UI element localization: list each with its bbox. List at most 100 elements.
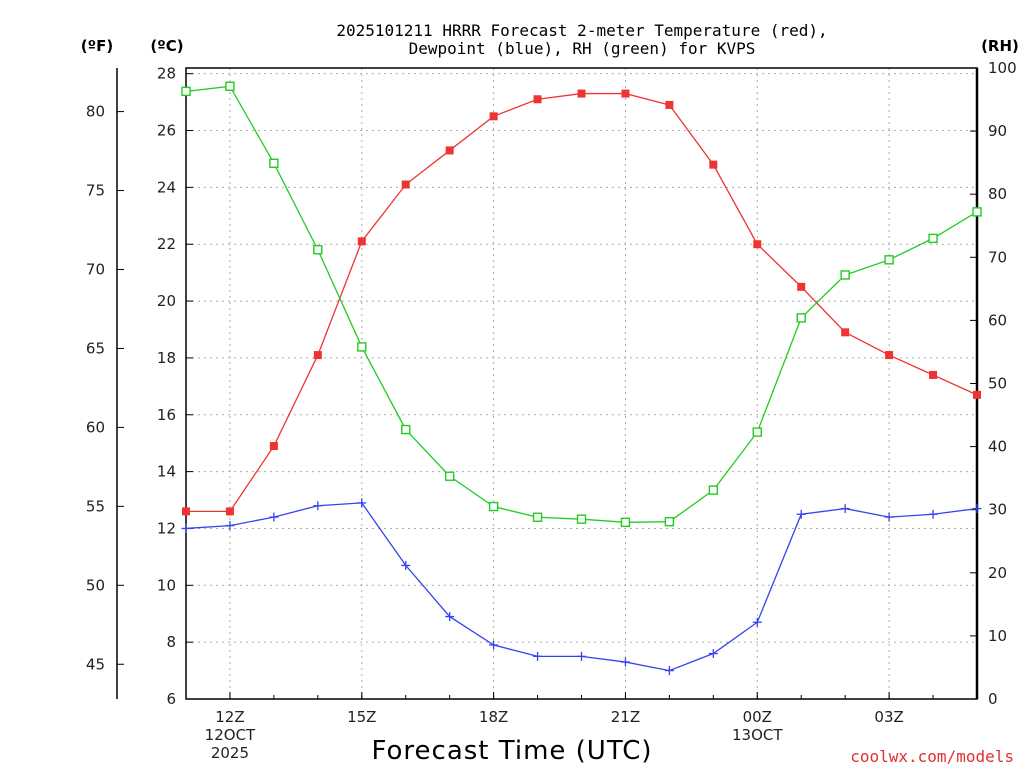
fahrenheit-tick-label: 75: [86, 182, 105, 200]
rh-tick-label: 100: [988, 59, 1017, 77]
celsius-tick-label: 20: [157, 292, 176, 310]
dewpoint-point: [620, 657, 630, 667]
rh-tick-label: 50: [988, 375, 1007, 393]
fahrenheit-tick-label: 80: [86, 103, 105, 121]
fahrenheit-tick-label: 70: [86, 260, 105, 278]
dewpoint-point: [796, 509, 806, 519]
dewpoint-point: [708, 649, 718, 659]
celsius-tick-label: 12: [157, 519, 176, 537]
rh-point: [357, 342, 367, 352]
temperature-point: [489, 112, 498, 121]
dewpoint-point: [269, 512, 279, 522]
celsius-tick-label: 8: [166, 633, 176, 651]
rh-point: [313, 245, 323, 255]
rh-point: [488, 501, 499, 512]
rh-point: [708, 485, 719, 495]
rh-tick-label: 40: [988, 438, 1007, 456]
rh-point: [884, 255, 894, 265]
axes: 6 8 10 12 14 16 18 20 22 24 26 28 45 50 55 60 65 70 75 80 0 1…: [86, 59, 1017, 762]
rh-point: [752, 427, 762, 437]
x-axis-label: Forecast Time (UTC): [371, 736, 652, 766]
temperature-point: [973, 390, 981, 399]
celsius-tick-label: 24: [157, 178, 176, 196]
temperature-point: [929, 370, 938, 379]
dewpoint-point: [533, 651, 543, 661]
rh-point: [181, 86, 191, 97]
temperature-point: [577, 89, 586, 98]
temperature-point: [841, 328, 850, 337]
rh-tick-label: 70: [988, 248, 1007, 266]
temperature-point: [533, 95, 542, 104]
celsius-tick-label: 6: [166, 690, 176, 708]
fahrenheit-tick-label: 55: [86, 497, 105, 515]
fahrenheit-tick-label: 60: [86, 418, 105, 436]
temperature-point: [225, 507, 234, 516]
temperature-point: [357, 237, 366, 246]
celsius-tick-label: 16: [157, 406, 176, 424]
x-tick-label: 03Z: [874, 708, 903, 726]
dewpoint-point: [972, 504, 982, 514]
dewpoint-point: [884, 512, 894, 522]
x-tick-label: 13OCT: [732, 726, 783, 744]
temperature-point: [182, 507, 190, 516]
temperature-point: [621, 89, 630, 98]
x-tick-label: 12OCT: [205, 726, 256, 744]
rh-point: [972, 207, 982, 217]
celsius-unit-label: (ºC): [150, 37, 183, 55]
dewpoint-point: [928, 509, 938, 519]
temperature-point: [445, 146, 454, 155]
dewpoint-point: [445, 612, 455, 622]
dewpoint-point: [840, 504, 850, 514]
x-tick-label: 15Z: [347, 708, 376, 726]
fahrenheit-unit-label: (ºF): [81, 37, 113, 55]
dewpoint-point: [225, 521, 235, 531]
temperature-point: [401, 180, 410, 189]
x-tick-label: 2025: [211, 744, 249, 762]
rh-point: [840, 270, 850, 280]
credit-link[interactable]: coolwx.com/models: [850, 747, 1014, 766]
series-dewpoint: [181, 498, 982, 676]
dewpoint-point: [357, 498, 367, 508]
rh-point: [664, 516, 675, 527]
dewpoint-point: [313, 501, 323, 511]
rh-point: [225, 81, 235, 91]
series-rh: [181, 81, 982, 528]
rh-tick-label: 10: [988, 627, 1007, 645]
celsius-tick-label: 14: [157, 463, 176, 481]
celsius-tick-label: 22: [157, 235, 176, 253]
chart-title-line2: Dewpoint (blue), RH (green) for KVPS: [409, 39, 756, 58]
x-tick-label: 00Z: [743, 708, 772, 726]
rh-tick-label: 20: [988, 564, 1007, 582]
chart-title-line1: 2025101211 HRRR Forecast 2-meter Tempera…: [336, 21, 827, 40]
fahrenheit-tick-label: 65: [86, 339, 105, 357]
dewpoint-point: [181, 523, 191, 533]
rh-point: [576, 514, 587, 524]
rh-tick-label: 80: [988, 185, 1007, 203]
rh-unit-label: (RH): [981, 37, 1019, 55]
rh-point: [928, 233, 938, 244]
temperature-point: [313, 351, 322, 360]
celsius-tick-label: 26: [157, 122, 176, 140]
data-series: [181, 81, 982, 676]
rh-tick-label: 90: [988, 122, 1007, 140]
dewpoint-point: [752, 617, 762, 627]
dewpoint-point: [489, 640, 499, 650]
dewpoint-point: [401, 560, 411, 570]
fahrenheit-tick-label: 45: [86, 655, 105, 673]
x-tick-label: 18Z: [479, 708, 508, 726]
rh-tick-label: 30: [988, 501, 1007, 519]
rh-point: [620, 517, 631, 528]
series-line-rh: [185, 85, 978, 523]
rh-point: [401, 424, 411, 435]
fahrenheit-tick-label: 50: [86, 576, 105, 594]
rh-point: [444, 471, 455, 481]
series-line-temperature: [186, 92, 978, 513]
temperature-point: [665, 100, 674, 109]
rh-tick-label: 0: [988, 690, 998, 708]
dewpoint-point: [577, 651, 586, 661]
celsius-tick-label: 28: [157, 65, 176, 83]
temperature-point: [797, 282, 806, 291]
celsius-tick-label: 18: [157, 349, 176, 367]
temperature-point: [709, 160, 718, 169]
